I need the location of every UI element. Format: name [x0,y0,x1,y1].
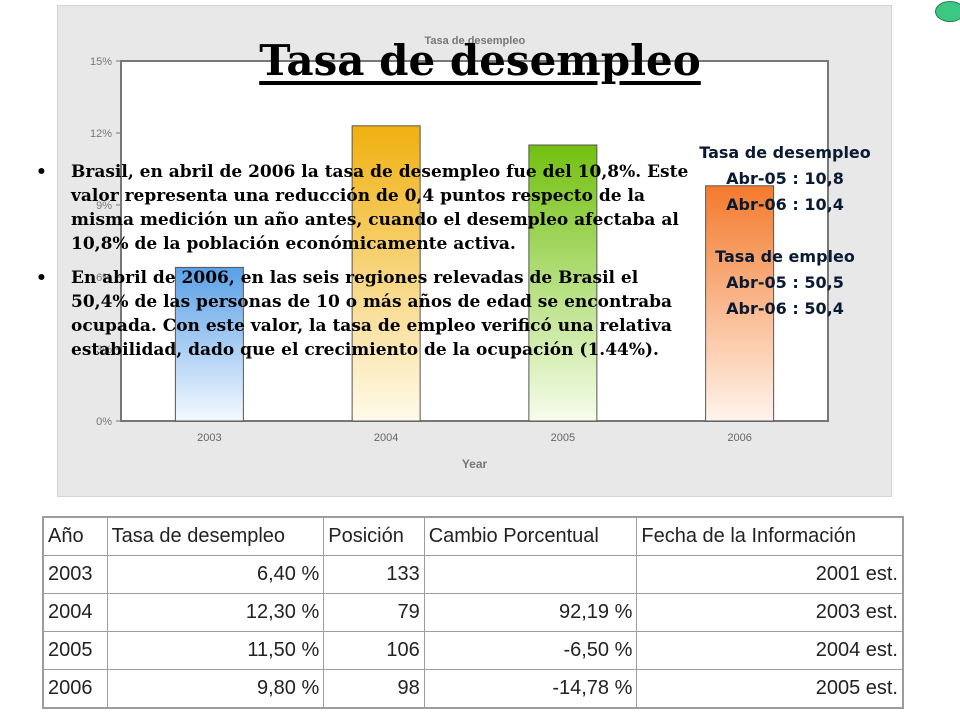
bar [705,185,775,422]
table-cell: 2005 [42,631,108,670]
chart-title: Tasa de desempleo [425,35,526,47]
table-body: 2003 6,40 % 133 2001 est. 2004 12,30 % 79 92,19… [42,555,904,709]
bullet-dot-icon: • [36,162,47,182]
bar [528,144,598,422]
unemployment-stats: Tasa de desempleo Abr-05 : 10,8 Abr-06 :… [660,140,910,218]
y-tick-label: 6% [96,272,112,284]
table-header-row: Año Tasa de desempleo Posición Cambio Porce… [42,516,904,556]
green-circle-button[interactable] [935,1,960,22]
table-header-cell: Fecha de la Información [636,516,904,556]
x-tick-label: 2006 [727,432,751,444]
employment-abr05: Abr-05 : 50,5 [726,273,844,292]
bar [351,125,421,422]
y-tick-label: 0% [96,416,112,428]
table-header-cell: Posición [323,516,425,556]
bullet-item: • Brasil, en abril de 2006 la tasa de des… [36,160,696,256]
y-tick-label: 15% [90,56,112,68]
y-tick-label: 3% [96,344,112,356]
table-row: 2005 11,50 % 106 -6,50 % 2004 est. [42,631,904,670]
table-cell: -14,78 % [423,669,638,709]
table-cell: 106 [323,631,425,670]
table-cell: -6,50 % [423,631,638,670]
table-cell: 11,50 % [106,631,325,670]
table-cell: 12,30 % [106,593,325,632]
table-cell: 2006 [42,669,108,709]
table-row: 2003 6,40 % 133 2001 est. [42,555,904,594]
unemployment-abr06: Abr-06 : 10,4 [726,195,844,214]
table-cell: 2004 est. [636,631,904,670]
bullet-text: Brasil, en abril de 2006 la tasa de dese… [71,162,689,254]
table-cell: 92,19 % [423,593,638,632]
employment-abr06: Abr-06 : 50,4 [726,299,844,318]
table-cell: 133 [323,555,425,594]
y-tick-label: 12% [90,128,112,140]
unemployment-abr05: Abr-05 : 10,8 [726,169,844,188]
table-cell: 79 [323,593,425,632]
table-header-cell: Tasa de desempleo [106,516,325,556]
unemployment-heading: Tasa de desempleo [699,143,871,162]
table-cell: 2005 est. [636,669,904,709]
employment-stats: Tasa de empleo Abr-05 : 50,5 Abr-06 : 50… [660,244,910,322]
slide-title: Tasa de desempleo [259,36,701,85]
bullet-dot-icon: • [36,268,47,288]
unemployment-table: Año Tasa de desempleo Posición Cambio Porce… [42,516,904,709]
x-tick-label: 2004 [374,432,398,444]
table-row: 2006 9,80 % 98 -14,78 % 2005 est. [42,669,904,709]
x-tick-label: 2005 [551,432,575,444]
table-cell: 98 [323,669,425,709]
table-cell: 6,40 % [106,555,325,594]
table-row: 2004 12,30 % 79 92,19 % 2003 est. [42,593,904,632]
bullet-list: • Brasil, en abril de 2006 la tasa de des… [36,160,696,372]
side-stats: Tasa de desempleo Abr-05 : 10,8 Abr-06 :… [660,140,910,348]
y-tick-label: 9% [96,200,112,212]
bar-chart: Tasa de desempleo 0% 3% 6% 9% 12% 15% 2003 2004 2… [90,35,829,471]
table-header-cell: Año [42,516,108,556]
bullet-text: En abril de 2006, en las seis regiones r… [71,268,673,360]
x-axis-label: Year [462,457,488,471]
x-tick-label: 2003 [197,432,221,444]
table-cell: 2001 est. [636,555,904,594]
table-cell: 9,80 % [106,669,325,709]
bar [174,266,244,422]
chart-panel: Tasa de desempleo 0% 3% 6% 9% 12% 15% 2003 2004 2… [57,5,892,497]
table-cell [423,555,638,594]
table-cell: 2004 [42,593,108,632]
bullet-item: • En abril de 2006, en las seis regiones … [36,266,696,362]
table-header-cell: Cambio Porcentual [423,516,638,556]
table-cell: 2003 [42,555,108,594]
table-cell: 2003 est. [636,593,904,632]
employment-heading: Tasa de empleo [715,247,855,266]
